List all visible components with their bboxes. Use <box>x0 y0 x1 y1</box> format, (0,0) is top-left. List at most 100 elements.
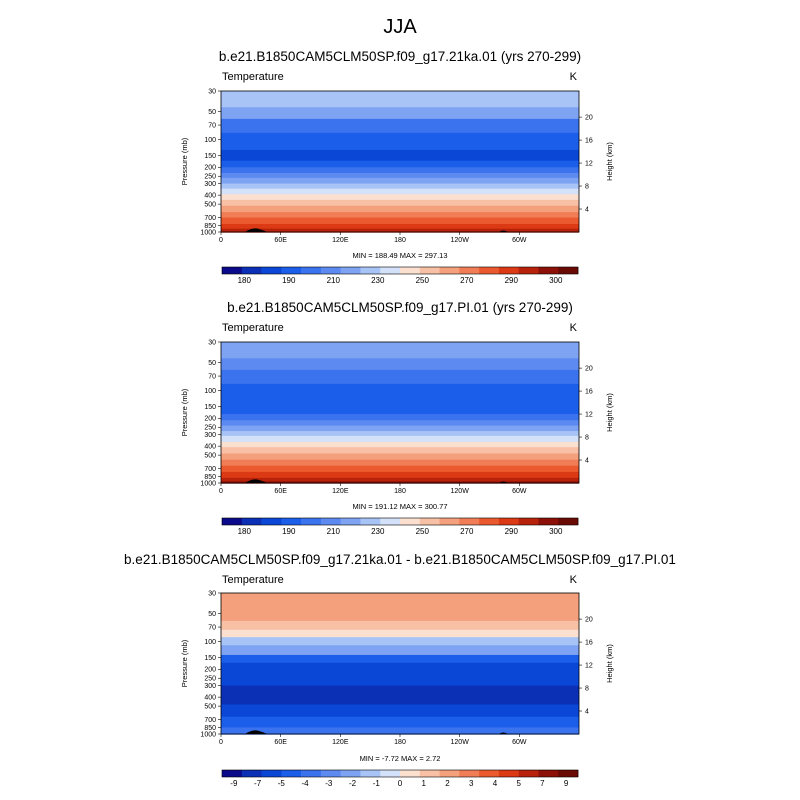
contour-band <box>221 593 579 622</box>
contour-band <box>221 477 579 482</box>
contour-band <box>221 465 579 473</box>
colorbar-swatch <box>340 267 361 274</box>
contour-band <box>221 420 579 427</box>
contour-band <box>221 342 579 359</box>
lon-tick-label: 0 <box>219 488 223 495</box>
lon-tick-label: 60W <box>512 237 527 244</box>
terrain-mask <box>245 479 267 483</box>
height-tick-label: 16 <box>585 137 593 144</box>
lon-tick-label: 180 <box>394 237 406 244</box>
pressure-tick-label: 500 <box>204 453 216 460</box>
colorbar-swatch <box>498 518 519 525</box>
y-axis-title: Pressure (mb) <box>180 639 189 687</box>
pressure-tick-label: 500 <box>204 202 216 209</box>
contour-band <box>221 224 579 230</box>
variable-label: Temperature <box>222 322 284 334</box>
colorbar-label: 180 <box>238 527 252 536</box>
colorbar-frame <box>221 266 579 275</box>
colorbar-swatch <box>479 267 500 274</box>
contour-band <box>221 716 579 729</box>
lon-tick-label: 60W <box>512 488 527 495</box>
colorbar-label: 4 <box>493 779 498 788</box>
pressure-tick-label: 70 <box>208 373 216 380</box>
pressure-tick-label: 150 <box>204 655 216 662</box>
height-tick-label: 4 <box>585 708 589 715</box>
contour-band <box>221 431 579 437</box>
colorbar-label: 270 <box>460 527 474 536</box>
contour-plot: 3050701001502002503004005007008501000481… <box>180 590 614 746</box>
pressure-tick-label: 300 <box>204 683 216 690</box>
colorbar-swatch <box>518 770 539 777</box>
units-label: K <box>570 322 578 334</box>
contour-band <box>221 177 579 185</box>
height-tick-label: 4 <box>585 457 589 464</box>
colorbar-swatch <box>281 770 302 777</box>
colorbar-label: -5 <box>278 779 286 788</box>
pressure-tick-label: 100 <box>204 137 216 144</box>
contour-band <box>221 160 579 168</box>
y2-axis-title: Height (km) <box>605 644 614 683</box>
contour-band <box>221 414 579 421</box>
pressure-tick-label: 250 <box>204 425 216 432</box>
colorbar-label: 5 <box>516 779 521 788</box>
colorbar-swatch <box>419 770 440 777</box>
contour-band <box>221 383 579 402</box>
y2-axis-title: Height (km) <box>605 393 614 432</box>
contour-band <box>221 91 579 108</box>
pressure-tick-label: 50 <box>208 611 216 618</box>
colorbar-label: -9 <box>230 779 238 788</box>
pressure-tick-label: 400 <box>204 193 216 200</box>
colorbar-swatch <box>261 770 282 777</box>
colorbar-swatch <box>558 770 579 777</box>
variable-label: Temperature <box>222 574 284 586</box>
colorbar-swatch <box>459 518 480 525</box>
variable-label: Temperature <box>222 71 284 83</box>
pressure-tick-label: 1000 <box>200 229 216 236</box>
pressure-tick-label: 1000 <box>200 731 216 738</box>
pressure-tick-label: 100 <box>204 388 216 395</box>
lon-tick-label: 120W <box>451 739 470 746</box>
minmax-label: MIN = 188.49 MAX = 297.13 <box>352 251 447 260</box>
contour-band <box>221 358 579 371</box>
height-tick-label: 20 <box>585 617 593 624</box>
colorbar-swatch <box>301 770 322 777</box>
contour-band <box>221 481 579 484</box>
pressure-tick-label: 70 <box>208 624 216 631</box>
pressure-tick-label: 200 <box>204 667 216 674</box>
colorbar-swatch <box>222 267 243 274</box>
pressure-tick-label: 300 <box>204 181 216 188</box>
y-axis-title: Pressure (mb) <box>180 388 189 436</box>
colorbar-swatch <box>360 267 381 274</box>
contour-band <box>221 447 579 455</box>
colorbar-swatch <box>301 518 322 525</box>
contour-band <box>221 637 579 646</box>
panel-title: b.e21.B1850CAM5CLM50SP.f09_g17.21ka.01 (… <box>219 49 581 64</box>
contour-band <box>221 217 579 225</box>
lon-tick-label: 120W <box>451 237 470 244</box>
pressure-tick-label: 70 <box>208 122 216 129</box>
colorbar-swatch <box>360 518 381 525</box>
colorbar-swatch <box>558 267 579 274</box>
contour-band <box>221 685 579 706</box>
height-tick-label: 20 <box>585 115 593 122</box>
contour-band <box>221 459 579 467</box>
contour-band <box>221 727 579 735</box>
height-tick-label: 8 <box>585 685 589 692</box>
pressure-tick-label: 700 <box>204 466 216 473</box>
pressure-tick-label: 300 <box>204 432 216 439</box>
minmax-label: MIN = 191.12 MAX = 300.77 <box>352 502 447 511</box>
y-axis-title: Pressure (mb) <box>180 137 189 185</box>
terrain-mask <box>245 228 267 232</box>
panel-bottom: b.e21.B1850CAM5CLM50SP.f09_g17.21ka.01 -… <box>124 552 676 788</box>
colorbar-label: 1 <box>422 779 427 788</box>
pressure-tick-label: 50 <box>208 109 216 116</box>
units-label: K <box>570 574 578 586</box>
colorbar-swatch <box>320 518 341 525</box>
contour-band <box>221 453 579 461</box>
contour-band <box>221 167 579 174</box>
colorbar-swatch <box>439 770 460 777</box>
colorbar-swatch <box>538 518 559 525</box>
contour-band <box>221 199 579 207</box>
colorbar: 180 190 210 230 250 270 290 300 <box>221 517 579 536</box>
colorbar-swatch <box>340 518 361 525</box>
